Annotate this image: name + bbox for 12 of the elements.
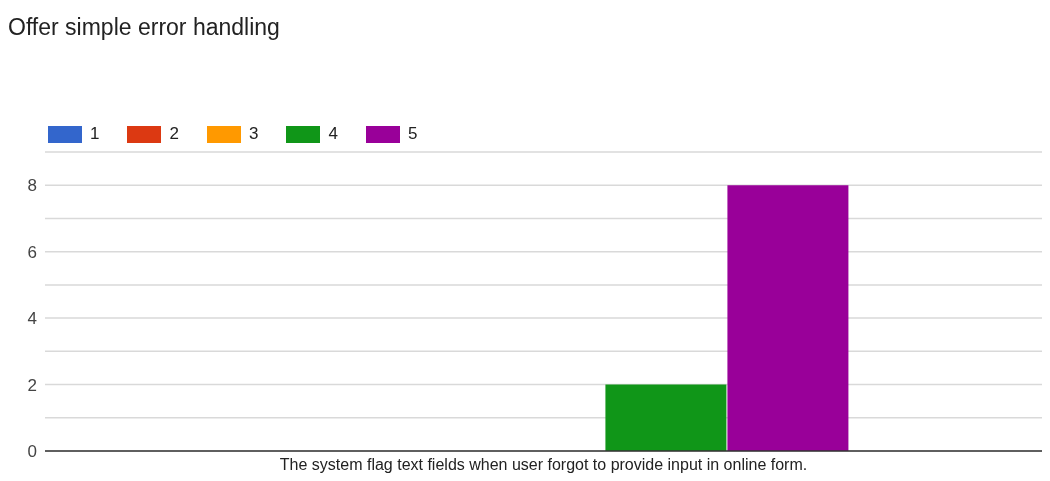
x-tick-label: The system flag text fields when user forgot to provide input in online form. (279, 456, 808, 474)
legend-label: 4 (328, 124, 338, 144)
chart-title: Offer simple error handling (8, 13, 281, 42)
legend-label: 2 (169, 124, 179, 144)
y-tick-label: 6 (27, 242, 37, 262)
legend-label: 3 (248, 124, 259, 144)
y-tick-label: 4 (27, 309, 37, 329)
y-tick-label: 0 (27, 442, 37, 462)
y-tick-label: 2 (27, 375, 37, 395)
y-tick-label: 8 (27, 176, 37, 196)
legend-label: 1 (90, 124, 100, 144)
legend-label: 5 (407, 124, 418, 144)
